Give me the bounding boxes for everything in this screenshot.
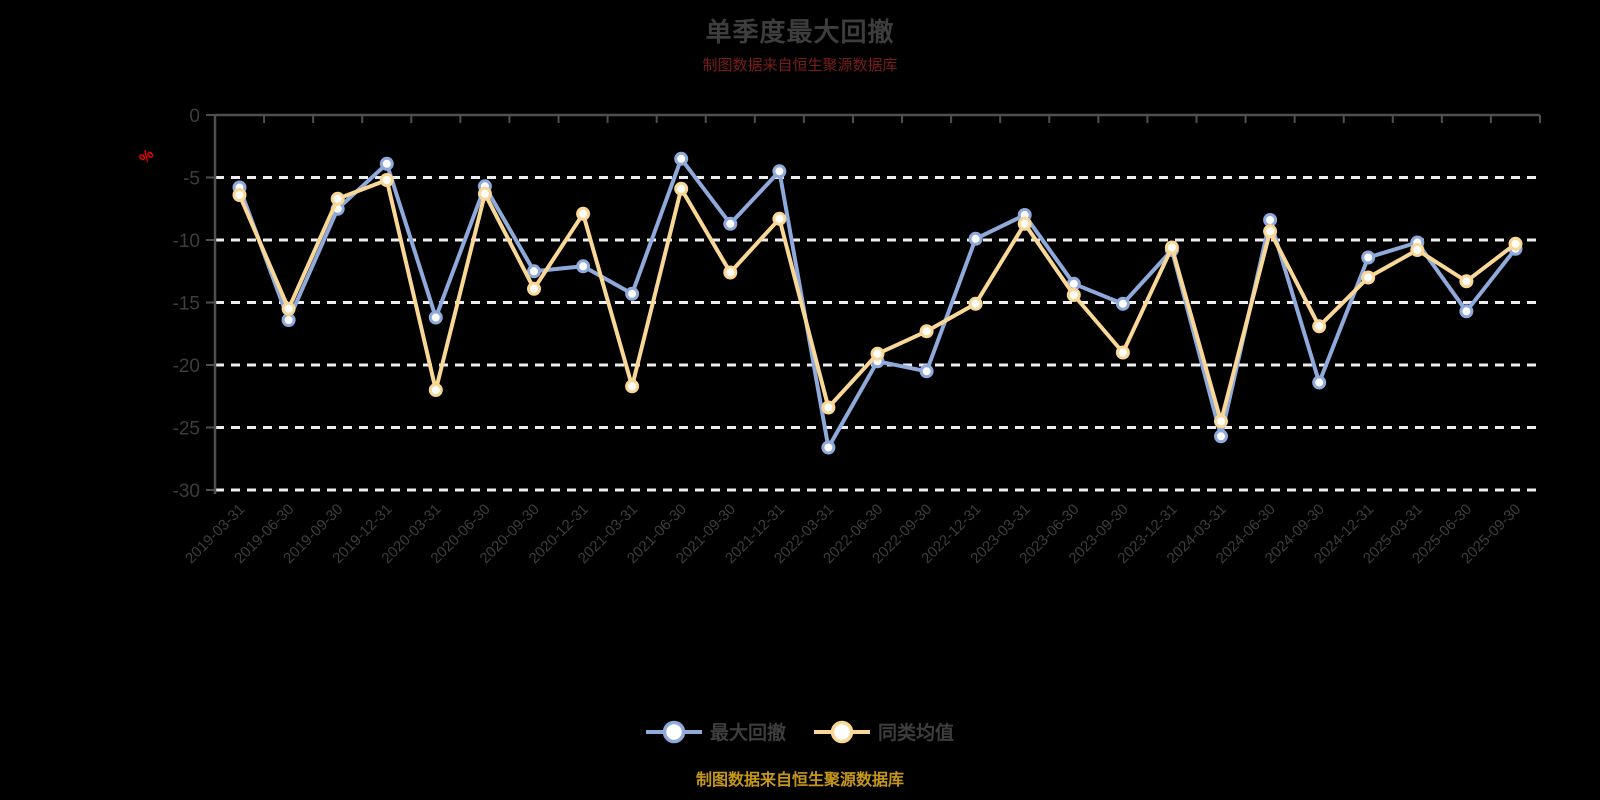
y-tick-label: 0 (189, 106, 200, 127)
data-point-category-average (477, 186, 492, 201)
data-point-max-drawdown (379, 156, 394, 171)
data-point-max-drawdown (1214, 429, 1228, 444)
y-tick-label: -20 (173, 356, 200, 377)
data-point-max-drawdown (674, 151, 689, 166)
data-point-category-average (1115, 345, 1130, 360)
data-point-category-average (1508, 236, 1523, 251)
data-point-max-drawdown (1263, 213, 1278, 227)
data-point-category-average (1214, 414, 1228, 429)
data-point-max-drawdown (1459, 304, 1474, 319)
data-point-category-average (527, 281, 541, 296)
data-point-category-average (919, 324, 934, 339)
y-tick-label: -5 (183, 169, 200, 190)
category-average-legend-marker-icon (814, 720, 870, 743)
source-note-top: 制图数据来自恒生聚源数据库 (702, 57, 898, 74)
data-point-category-average (968, 296, 983, 311)
data-point-max-drawdown (527, 264, 541, 279)
data-point-category-average (723, 265, 738, 280)
data-point-category-average (576, 206, 591, 221)
legend-item-max-drawdown[interactable]: 最大回撤 (645, 718, 786, 745)
legend-item-category-average[interactable]: 同类均值 (814, 718, 954, 745)
y-tick-label: -30 (173, 481, 200, 502)
data-point-category-average (1164, 240, 1179, 255)
data-point-category-average (379, 173, 394, 187)
data-point-max-drawdown (625, 286, 640, 301)
data-point-max-drawdown (772, 164, 787, 179)
data-point-category-average (625, 379, 640, 394)
data-point-category-average (330, 191, 345, 206)
source-note-bottom: 制图数据来自恒生聚源数据库 (695, 772, 904, 789)
data-point-category-average (772, 211, 787, 226)
data-point-category-average (674, 181, 689, 196)
data-point-max-drawdown (821, 440, 836, 455)
data-point-category-average (1263, 224, 1278, 239)
chart-title: 单季度最大回撤 (705, 17, 895, 47)
data-point-max-drawdown (576, 259, 591, 274)
data-point-category-average (870, 346, 885, 361)
drawdown-line-chart: 0-5-10-15-20-25-302019-03-312019-06-3020… (173, 106, 1541, 567)
data-point-category-average (1361, 270, 1376, 285)
y-tick-label: -15 (173, 294, 200, 315)
data-point-category-average (1017, 216, 1032, 231)
legend-label-category-average: 同类均值 (878, 723, 955, 744)
data-point-category-average (821, 400, 836, 415)
data-point-category-average (1410, 243, 1425, 257)
data-point-category-average (428, 383, 443, 397)
data-point-category-average (1459, 274, 1474, 289)
data-point-max-drawdown (723, 216, 738, 231)
data-point-max-drawdown (1115, 296, 1130, 311)
data-point-category-average (281, 301, 296, 316)
data-point-max-drawdown (1312, 375, 1327, 390)
data-point-category-average (1312, 319, 1327, 334)
data-point-max-drawdown (428, 310, 443, 325)
data-point-max-drawdown (1361, 250, 1376, 265)
legend: 最大回撤 同类均值 (0, 718, 1600, 745)
legend-label-max-drawdown: 最大回撤 (709, 723, 786, 744)
max-drawdown-legend-marker-icon (645, 720, 702, 743)
data-point-category-average (232, 188, 247, 202)
data-point-max-drawdown (968, 231, 983, 246)
data-point-max-drawdown (281, 313, 296, 327)
y-tick-label: -25 (173, 419, 200, 440)
y-tick-label: -10 (173, 231, 200, 252)
data-point-category-average (1066, 288, 1081, 302)
data-point-max-drawdown (919, 364, 934, 379)
